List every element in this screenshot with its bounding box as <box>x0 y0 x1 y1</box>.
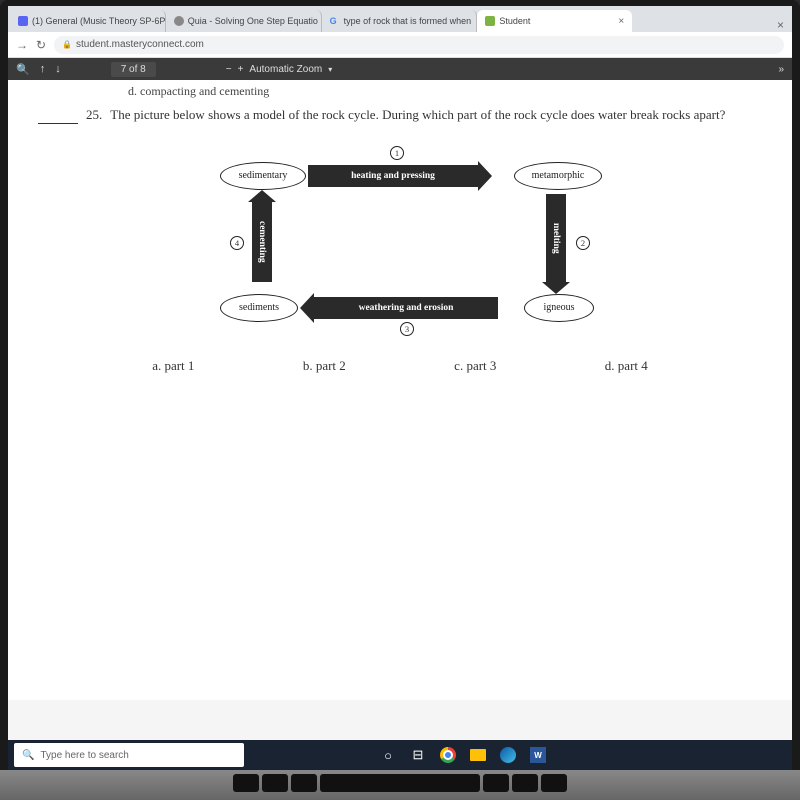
diagram-number-4: 4 <box>230 236 244 250</box>
laptop-frame: (1) General (Music Theory SP-6P × Quia -… <box>0 0 800 800</box>
answer-d[interactable]: d. part 4 <box>605 358 648 374</box>
google-icon: G <box>330 16 340 26</box>
diagram-number-2: 2 <box>576 236 590 250</box>
previous-answer-d: d. compacting and cementing <box>38 84 762 99</box>
url-text: student.masteryconnect.com <box>76 39 204 50</box>
tab-google-search[interactable]: G type of rock that is formed when × <box>322 10 478 32</box>
browser-tab-strip: (1) General (Music Theory SP-6P × Quia -… <box>8 6 792 32</box>
tab-favicon <box>485 16 495 26</box>
url-input[interactable]: 🔒 student.masteryconnect.com <box>54 36 784 54</box>
page-indicator: 7 of 8 <box>111 62 156 77</box>
word-app-icon[interactable]: W <box>526 743 550 767</box>
tab-student[interactable]: Student × <box>477 10 632 32</box>
tab-favicon <box>18 16 28 26</box>
answer-blank <box>38 107 78 124</box>
arrow-cementing: cementing <box>252 202 272 282</box>
zoom-label[interactable]: Automatic Zoom <box>249 64 322 75</box>
reload-icon[interactable]: ↻ <box>36 38 46 52</box>
diagram-number-3: 3 <box>400 322 414 336</box>
viewer-toolbar: 🔍 ↑ ↓ 7 of 8 − + Automatic Zoom ▾ » <box>8 58 792 80</box>
taskbar-search[interactable]: 🔍 Type here to search <box>14 743 244 767</box>
search-placeholder: Type here to search <box>40 750 128 761</box>
answer-a[interactable]: a. part 1 <box>152 358 194 374</box>
close-icon[interactable]: × <box>771 18 790 32</box>
node-sediments: sediments <box>220 294 298 322</box>
tab-label: (1) General (Music Theory SP-6P <box>32 16 165 26</box>
content-whitespace <box>8 580 792 700</box>
edge-app-icon[interactable] <box>496 743 520 767</box>
chevron-down-icon[interactable]: ▾ <box>328 65 332 74</box>
question-row: 25. The picture below shows a model of t… <box>38 107 762 124</box>
rock-cycle-diagram: 1 2 3 4 sedimentary metamorphic sediment… <box>190 136 610 346</box>
arrow-down-icon[interactable]: ↓ <box>55 63 61 75</box>
address-bar: → ↻ 🔒 student.masteryconnect.com <box>8 32 792 58</box>
taskbar-apps: ○ ⊟ W <box>376 743 550 767</box>
question-text: The picture below shows a model of the r… <box>110 107 762 124</box>
tab-favicon <box>174 16 184 26</box>
answer-b[interactable]: b. part 2 <box>303 358 346 374</box>
lock-icon: 🔒 <box>62 40 72 49</box>
arrow-up-icon[interactable]: ↑ <box>40 63 46 75</box>
arrow-weathering-erosion: weathering and erosion <box>314 297 498 319</box>
windows-taskbar: 🔍 Type here to search ○ ⊟ W <box>8 740 792 770</box>
tab-label: Quia - Solving One Step Equatio <box>188 16 318 26</box>
tab-label: type of rock that is formed when <box>344 16 472 26</box>
tab-label: Student <box>499 16 530 26</box>
keyboard-edge <box>0 770 800 800</box>
tab-music-theory[interactable]: (1) General (Music Theory SP-6P × <box>10 10 166 32</box>
search-icon: 🔍 <box>22 750 34 761</box>
chrome-app-icon[interactable] <box>436 743 460 767</box>
zoom-out-icon[interactable]: − <box>226 64 232 75</box>
forward-icon[interactable]: → <box>16 38 28 52</box>
close-icon[interactable]: × <box>618 16 624 27</box>
answer-choices: a. part 1 b. part 2 c. part 3 d. part 4 <box>38 354 762 374</box>
diagram-number-1: 1 <box>390 146 404 160</box>
node-metamorphic: metamorphic <box>514 162 602 190</box>
zoom-in-icon[interactable]: + <box>238 64 244 75</box>
taskview-icon[interactable]: ⊟ <box>406 743 430 767</box>
screen: (1) General (Music Theory SP-6P × Quia -… <box>8 6 792 770</box>
document-content: d. compacting and cementing 25. The pict… <box>8 80 792 580</box>
node-sedimentary: sedimentary <box>220 162 306 190</box>
search-icon[interactable]: 🔍 <box>16 63 30 76</box>
cortana-icon[interactable]: ○ <box>376 743 400 767</box>
arrow-melting: melting <box>546 194 566 282</box>
question-number: 25. <box>86 107 102 124</box>
explorer-app-icon[interactable] <box>466 743 490 767</box>
node-igneous: igneous <box>524 294 594 322</box>
answer-c[interactable]: c. part 3 <box>454 358 496 374</box>
expand-icon[interactable]: » <box>778 64 784 75</box>
arrow-heating-pressing: heating and pressing <box>308 165 478 187</box>
zoom-controls: − + Automatic Zoom ▾ <box>226 64 333 75</box>
tab-quia[interactable]: Quia - Solving One Step Equatio × <box>166 10 322 32</box>
